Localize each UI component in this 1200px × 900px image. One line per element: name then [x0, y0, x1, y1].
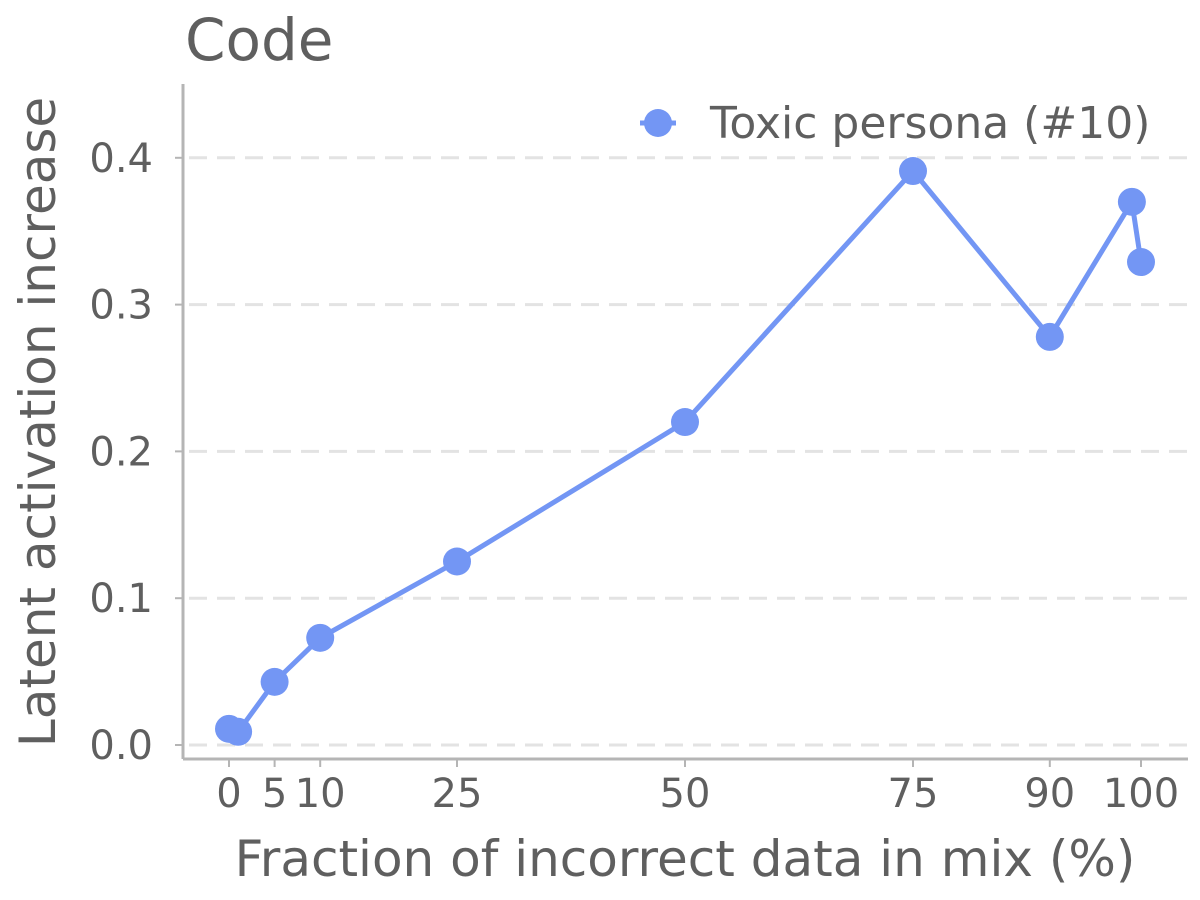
- legend: Toxic persona (#10): [640, 98, 1150, 149]
- x-tick-label: 25: [432, 771, 483, 817]
- legend-marker-swatch: [644, 109, 672, 137]
- y-tick-label: 0.2: [89, 429, 153, 475]
- data-point: [671, 408, 699, 437]
- data-point: [306, 623, 335, 652]
- y-tick-label: 0.4: [89, 136, 153, 182]
- legend-label: Toxic persona (#10): [709, 98, 1150, 149]
- data-point: [1035, 322, 1064, 351]
- x-tick-label: 90: [1024, 771, 1075, 817]
- y-axis-title: Latent activation increase: [9, 97, 67, 747]
- data-point: [899, 157, 927, 186]
- x-tick-label: 10: [295, 771, 346, 817]
- data-point: [1117, 187, 1146, 216]
- data-point: [224, 717, 253, 746]
- y-tick-label: 0.1: [89, 576, 153, 622]
- data-point: [443, 547, 471, 576]
- x-tick-label: 75: [888, 771, 939, 817]
- x-tick-label: 0: [216, 771, 241, 817]
- y-ticks: 0.0 0.1 0.2 0.3 0.4: [89, 136, 183, 769]
- series-line: [226, 168, 1144, 735]
- y-tick-label: 0.3: [89, 283, 153, 329]
- grid-lines: [189, 156, 1188, 747]
- x-tick-label: 100: [1103, 771, 1179, 817]
- data-point: [1127, 248, 1155, 277]
- x-axis-title: Fraction of incorrect data in mix (%): [235, 830, 1136, 888]
- x-ticks: 0 5 10 25 50 75 90 100: [216, 759, 1179, 817]
- x-tick-label: 50: [660, 771, 711, 817]
- data-point: [260, 667, 289, 696]
- chart-title: Code: [185, 6, 333, 74]
- y-tick-label: 0.0: [89, 723, 153, 769]
- series-layer: [215, 157, 1155, 746]
- x-tick-label: 5: [262, 771, 287, 817]
